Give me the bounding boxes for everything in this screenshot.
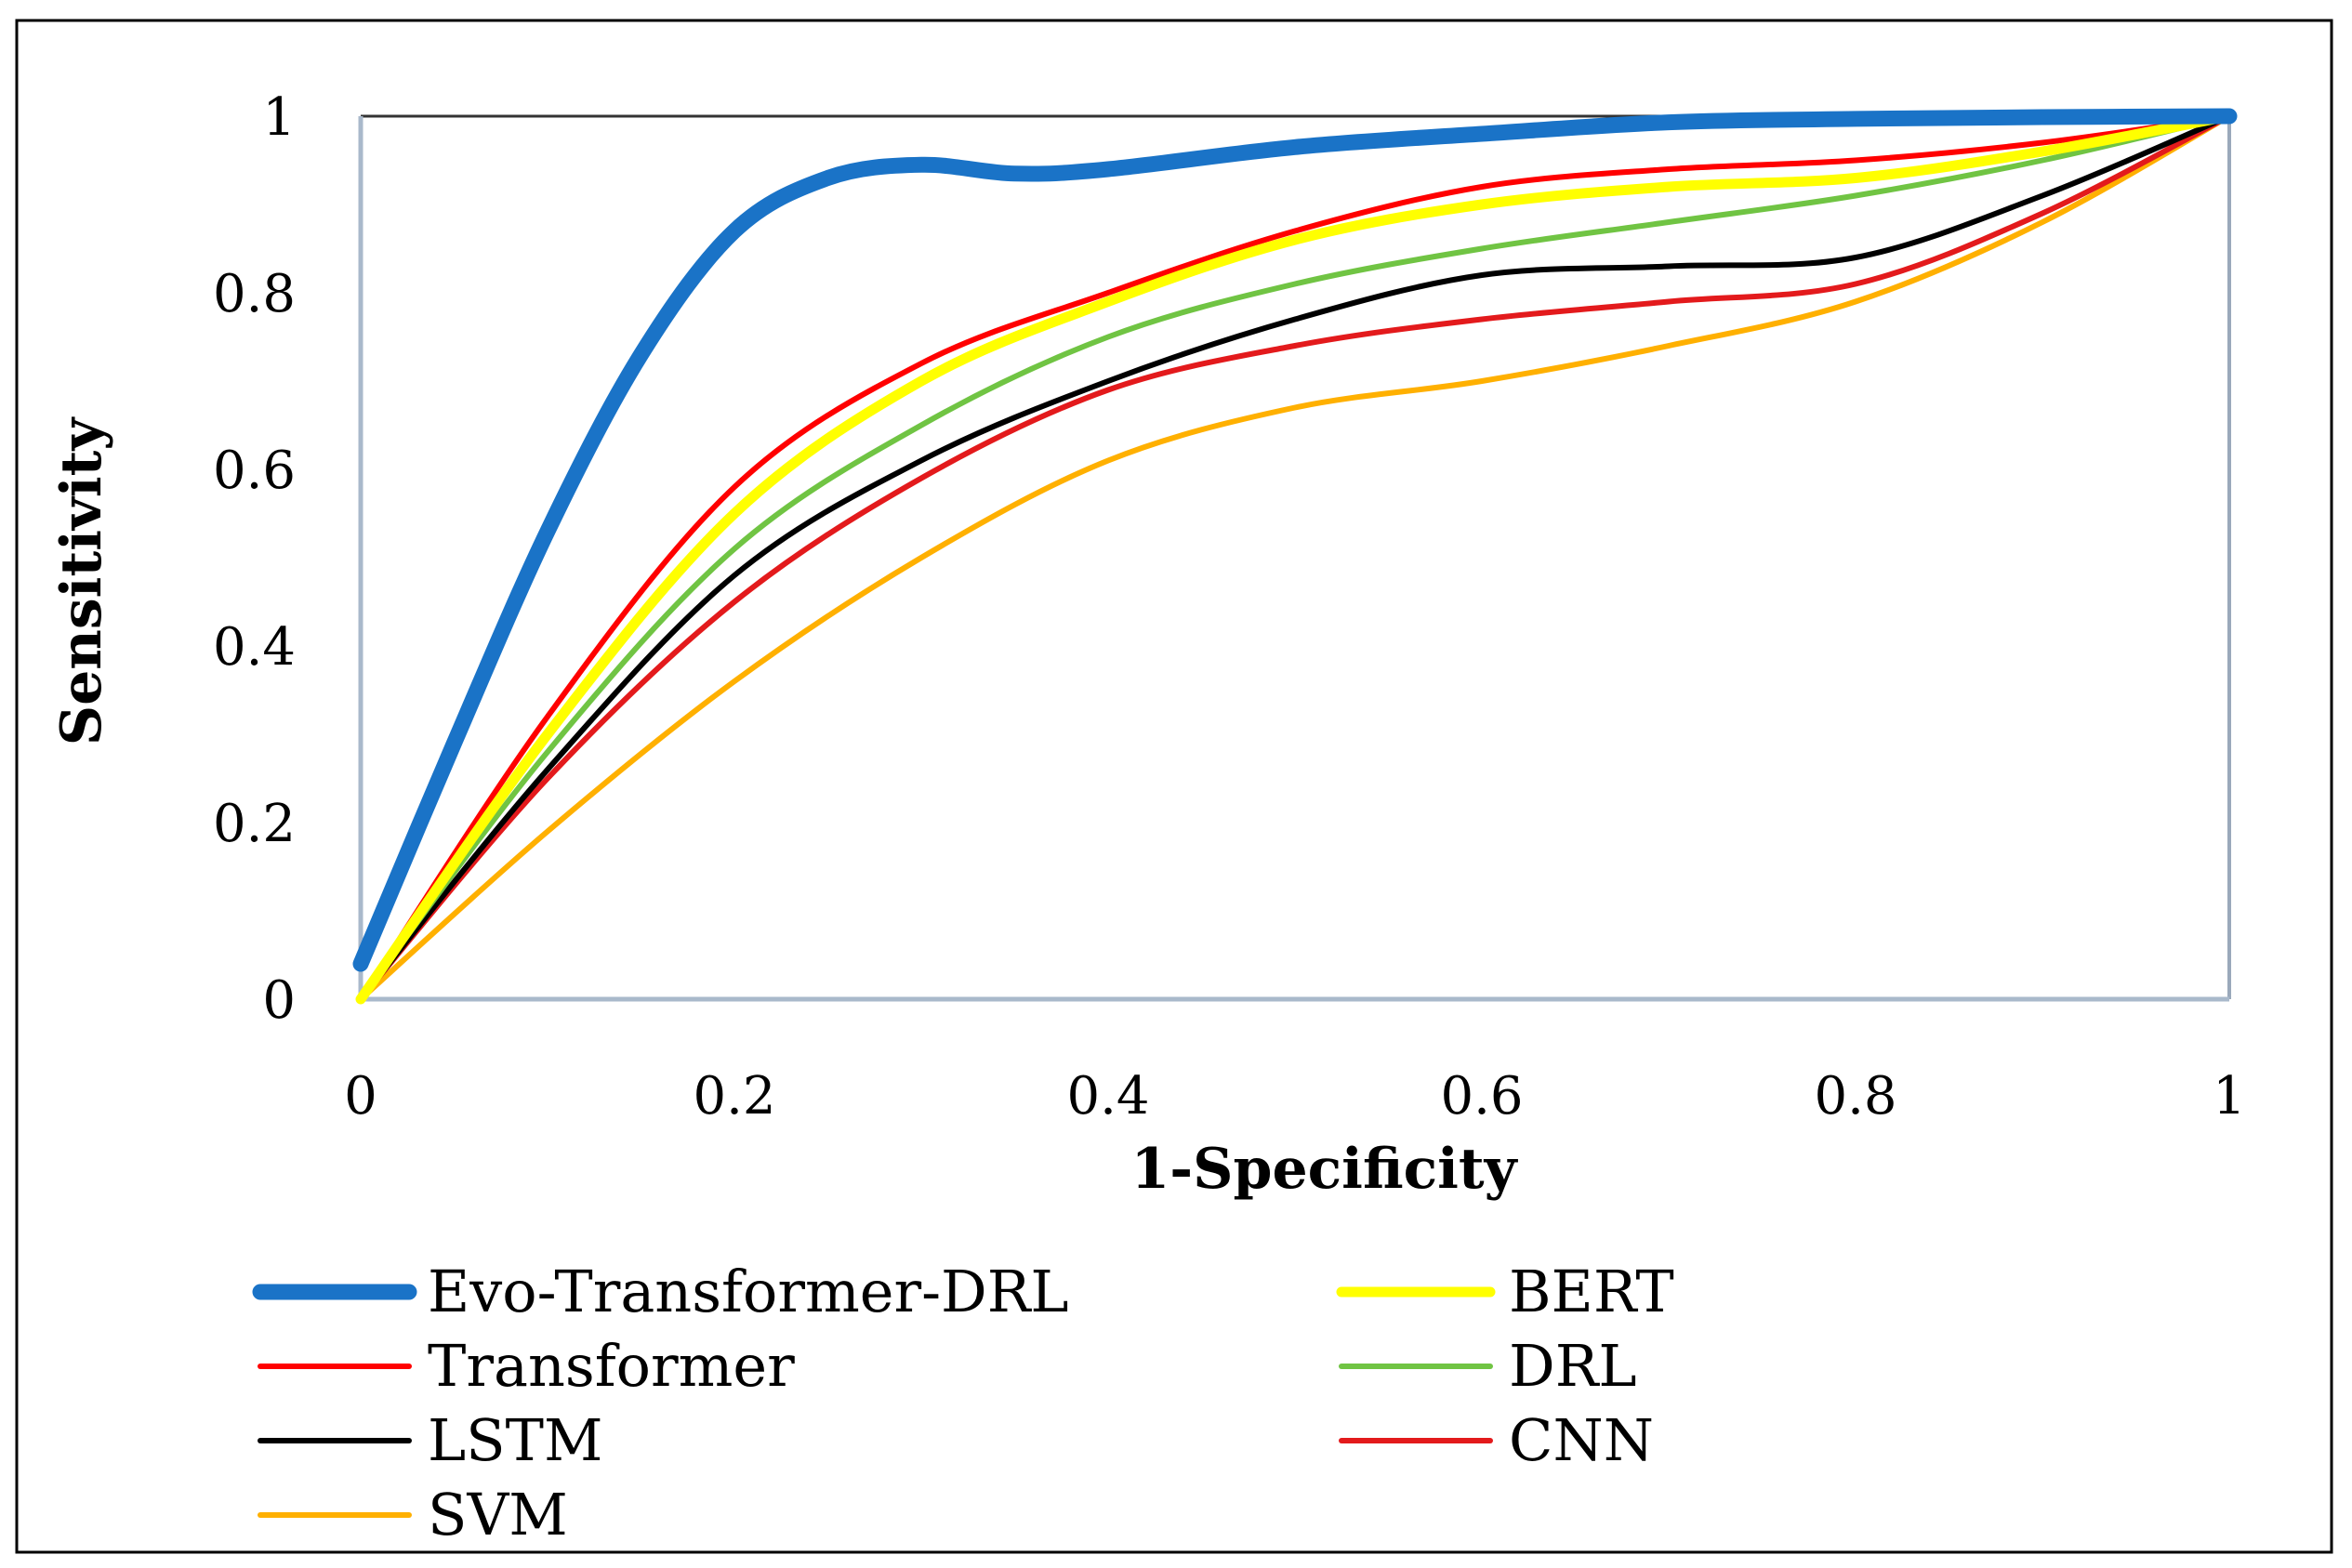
legend-label: BERT (1509, 1258, 1674, 1325)
y-tick-label: 0.8 (213, 264, 296, 324)
series-line-svm (358, 113, 2232, 1002)
series-line-transformer (358, 113, 2232, 1002)
series-line-cnn (358, 113, 2232, 1002)
legend-entry-evo-transformer-drl: Evo-Transformer-DRL (252, 1258, 1069, 1325)
legend-label: Transformer (428, 1332, 795, 1400)
y-axis-title: Sensitivity (49, 416, 114, 746)
x-tick-label: 0.6 (1440, 1066, 1523, 1127)
x-axis-title: 1-Specificity (1131, 1137, 1519, 1202)
series-line-drl (358, 113, 2232, 1002)
x-tick-label: 0 (344, 1066, 377, 1127)
legend-entry-bert: BERT (1336, 1258, 1674, 1325)
y-tick-label: 1 (262, 87, 296, 148)
legend-entry-svm: SVM (258, 1481, 568, 1548)
legend-label: LSTM (428, 1406, 602, 1474)
series-line-lstm (358, 113, 2232, 1002)
legend-entry-transformer: Transformer (258, 1332, 795, 1400)
y-tick-label: 0 (262, 970, 296, 1031)
legend-label: DRL (1509, 1332, 1637, 1400)
y-tick-label: 0.2 (213, 794, 296, 854)
y-tick-label: 0.6 (213, 441, 296, 501)
legend-entry-lstm: LSTM (258, 1406, 602, 1474)
series-layer (352, 108, 2238, 1005)
y-tick-label: 0.4 (213, 617, 296, 678)
legend: Evo-Transformer-DRL BERT Transformer DRL LST… (252, 1258, 1674, 1548)
ticks-layer: 0 0.2 0.4 0.6 0.8 1 0 0.2 0.4 0.6 0.8 1 (213, 87, 2246, 1127)
legend-label: Evo-Transformer-DRL (428, 1258, 1069, 1325)
x-tick-label: 0.8 (1814, 1066, 1896, 1127)
legend-label: CNN (1509, 1406, 1654, 1474)
series-line-bert (355, 111, 2235, 1005)
legend-entry-cnn: CNN (1339, 1406, 1654, 1474)
series-line-evo-transformer-drl (352, 108, 2238, 972)
x-tick-label: 0.4 (1066, 1066, 1149, 1127)
legend-label: SVM (428, 1481, 568, 1548)
legend-entry-drl: DRL (1339, 1332, 1637, 1400)
x-tick-label: 1 (2213, 1066, 2246, 1127)
x-tick-label: 0.2 (693, 1066, 775, 1127)
